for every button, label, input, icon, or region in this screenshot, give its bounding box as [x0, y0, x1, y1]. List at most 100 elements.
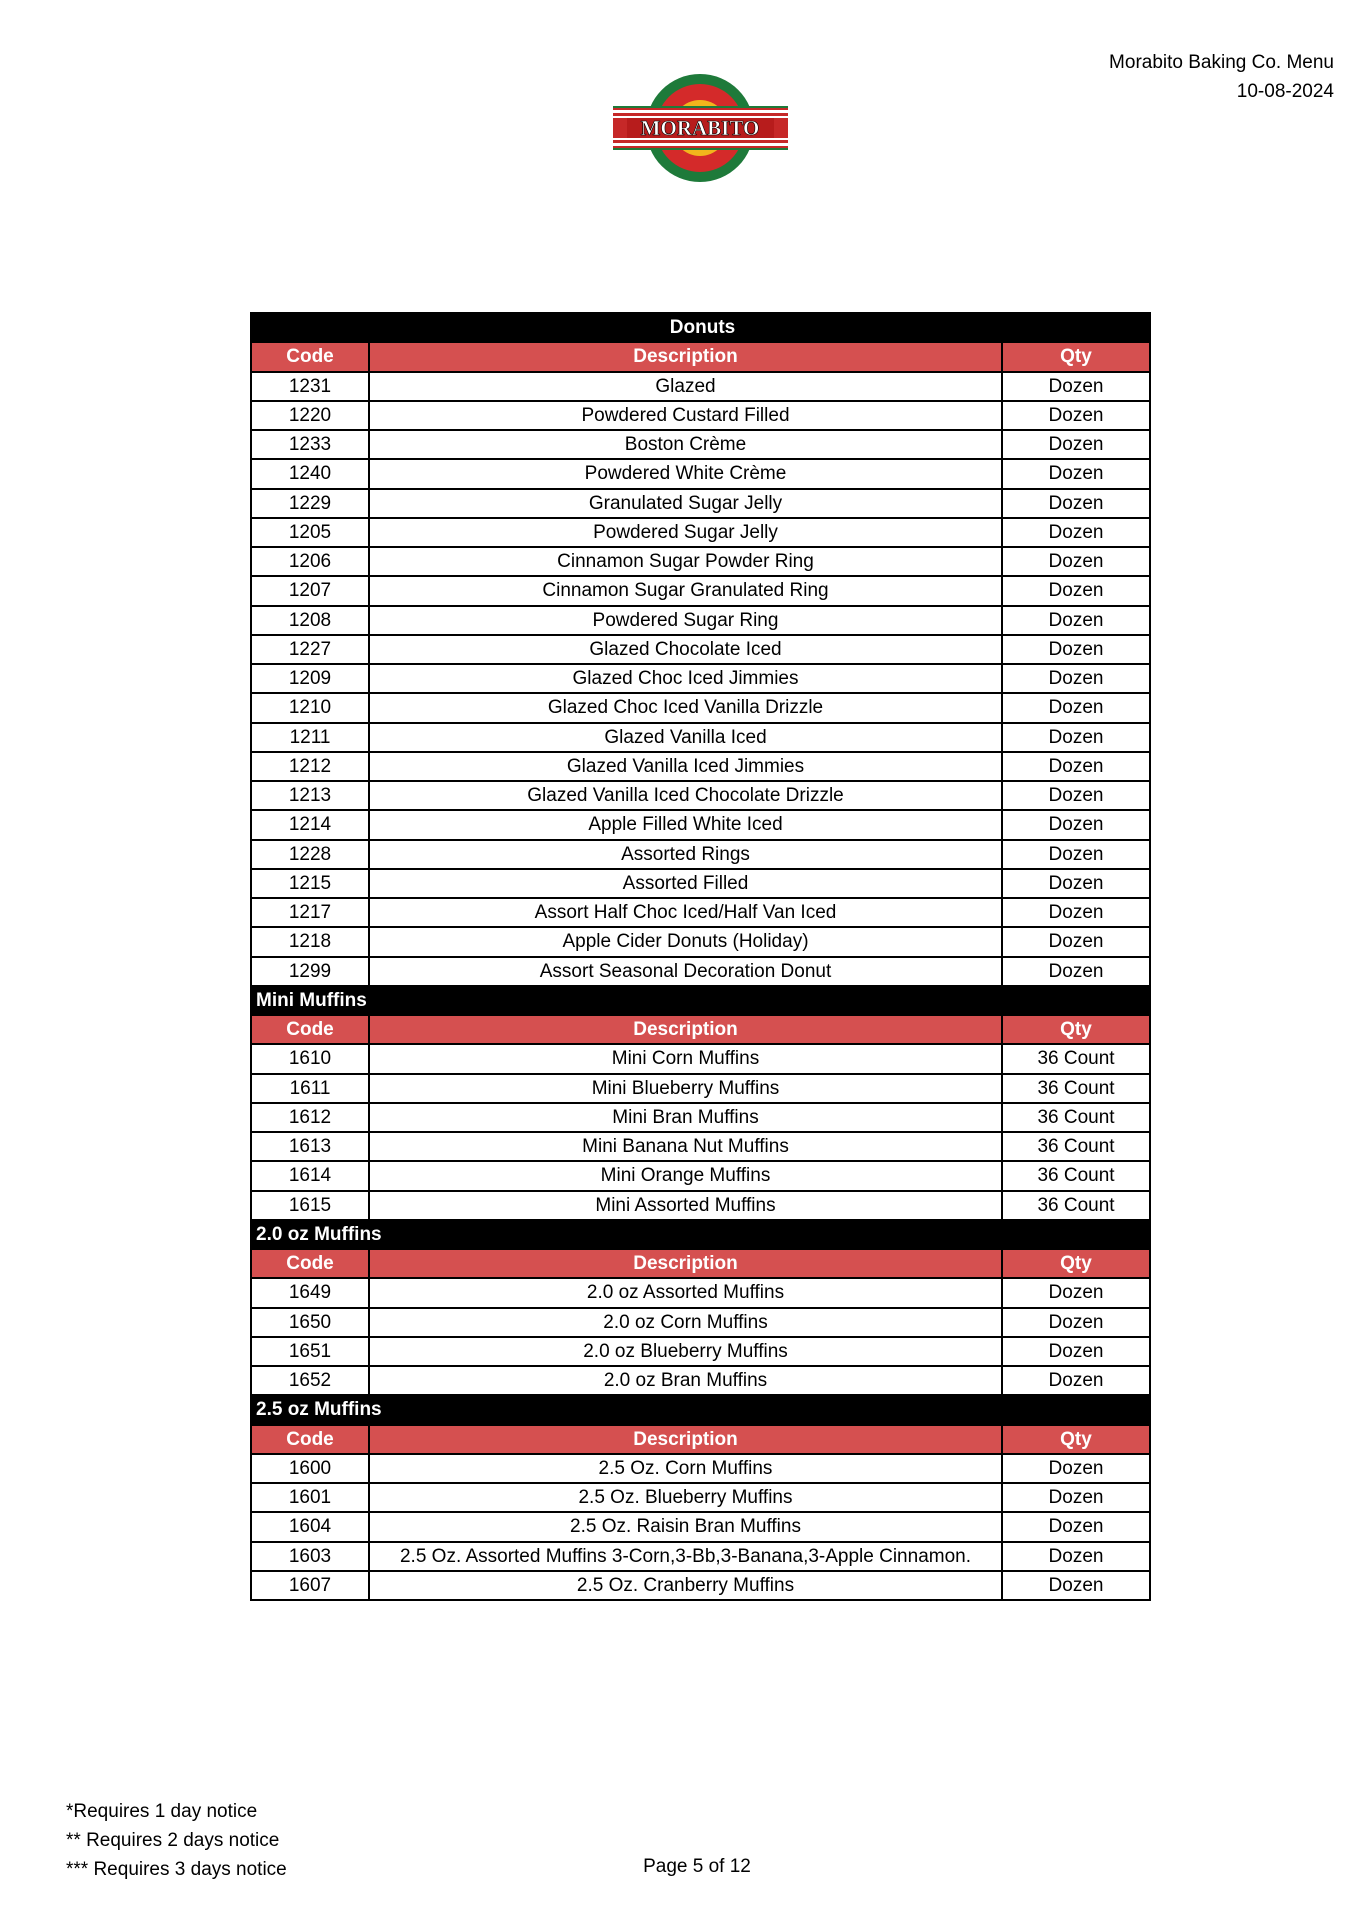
- cell-qty: Dozen: [1001, 545, 1151, 578]
- table-row: 1220 Powdered Custard Filled Dozen: [250, 399, 1151, 432]
- column-header-description: Description: [368, 341, 1003, 373]
- cell-qty: Dozen: [1001, 1569, 1151, 1602]
- cell-code: 1612: [250, 1101, 370, 1134]
- cell-code: 1211: [250, 721, 370, 753]
- cell-qty: Dozen: [1001, 955, 1151, 987]
- cell-code: 1650: [250, 1306, 370, 1338]
- cell-description: Glazed Chocolate Iced: [368, 633, 1003, 666]
- table-row: 1215 Assorted Filled Dozen: [250, 867, 1151, 900]
- column-header-qty: Qty: [1001, 1013, 1151, 1046]
- cell-code: 1218: [250, 926, 370, 958]
- cell-description: Glazed Vanilla Iced: [368, 721, 1003, 753]
- cell-code: 1299: [250, 955, 370, 987]
- footnote-2-days: ** Requires 2 days notice: [66, 1830, 280, 1851]
- table-row: 1228 Assorted Rings Dozen: [250, 838, 1151, 870]
- section-title-row: Donuts: [250, 311, 1151, 344]
- cell-qty: Dozen: [1001, 926, 1151, 958]
- table-row: 1652 2.0 oz Bran Muffins Dozen: [250, 1364, 1151, 1397]
- table-row: 1214 Apple Filled White Iced Dozen: [250, 809, 1151, 841]
- table-row: 1206 Cinnamon Sugar Powder Ring Dozen: [250, 545, 1151, 578]
- table-row: 1651 2.0 oz Blueberry Muffins Dozen: [250, 1335, 1151, 1368]
- column-header-code: Code: [250, 341, 370, 373]
- table-row: 1604 2.5 Oz. Raisin Bran Muffins Dozen: [250, 1511, 1151, 1543]
- cell-code: 1208: [250, 604, 370, 636]
- cell-description: 2.0 oz Assorted Muffins: [368, 1277, 1003, 1309]
- cell-qty: Dozen: [1001, 399, 1151, 432]
- cell-code: 1604: [250, 1511, 370, 1543]
- table-row: 1649 2.0 oz Assorted Muffins Dozen: [250, 1277, 1151, 1309]
- table-row: 1229 Granulated Sugar Jelly Dozen: [250, 487, 1151, 519]
- cell-qty: Dozen: [1001, 633, 1151, 666]
- table-row: 1240 Powdered White Crème Dozen: [250, 458, 1151, 490]
- section-title-row: Mini Muffins: [250, 984, 1151, 1017]
- cell-qty: Dozen: [1001, 458, 1151, 490]
- table-row: 1601 2.5 Oz. Blueberry Muffins Dozen: [250, 1481, 1151, 1514]
- cell-qty: Dozen: [1001, 428, 1151, 461]
- cell-description: Granulated Sugar Jelly: [368, 487, 1003, 519]
- cell-description: Powdered White Crème: [368, 458, 1003, 490]
- column-header-qty: Qty: [1001, 1423, 1151, 1455]
- column-header-description: Description: [368, 1013, 1003, 1046]
- cell-qty: 36 Count: [1001, 1130, 1151, 1163]
- cell-qty: 36 Count: [1001, 1160, 1151, 1192]
- cell-qty: Dozen: [1001, 370, 1151, 402]
- cell-qty: Dozen: [1001, 575, 1151, 607]
- cell-description: Glazed Vanilla Iced Jimmies: [368, 750, 1003, 783]
- cell-code: 1215: [250, 867, 370, 900]
- cell-description: 2.5 Oz. Blueberry Muffins: [368, 1481, 1003, 1514]
- column-header-row: Code Description Qty: [250, 1013, 1151, 1046]
- cell-code: 1228: [250, 838, 370, 870]
- cell-description: Mini Banana Nut Muffins: [368, 1130, 1003, 1163]
- cell-qty: Dozen: [1001, 1306, 1151, 1338]
- cell-qty: Dozen: [1001, 487, 1151, 519]
- cell-description: Apple Cider Donuts (Holiday): [368, 926, 1003, 958]
- cell-qty: Dozen: [1001, 516, 1151, 549]
- table-row: 1208 Powdered Sugar Ring Dozen: [250, 604, 1151, 636]
- document-date: 10-08-2024: [1236, 81, 1334, 102]
- cell-code: 1614: [250, 1160, 370, 1192]
- cell-qty: Dozen: [1001, 838, 1151, 870]
- cell-code: 1601: [250, 1481, 370, 1514]
- cell-qty: Dozen: [1001, 604, 1151, 636]
- cell-qty: Dozen: [1001, 1481, 1151, 1514]
- section-title-row: 2.0 oz Muffins: [250, 1218, 1151, 1251]
- cell-description: Glazed Choc Iced Jimmies: [368, 662, 1003, 695]
- cell-qty: 36 Count: [1001, 1043, 1151, 1075]
- column-header-row: Code Description Qty: [250, 341, 1151, 373]
- cell-description: Assorted Filled: [368, 867, 1003, 900]
- column-header-description: Description: [368, 1247, 1003, 1280]
- cell-description: Mini Blueberry Muffins: [368, 1072, 1003, 1104]
- section-title-row: 2.5 oz Muffins: [250, 1394, 1151, 1426]
- column-header-code: Code: [250, 1423, 370, 1455]
- cell-description: Powdered Sugar Jelly: [368, 516, 1003, 549]
- footnote-3-days: *** Requires 3 days notice: [66, 1859, 287, 1880]
- cell-code: 1207: [250, 575, 370, 607]
- table-row: 1607 2.5 Oz. Cranberry Muffins Dozen: [250, 1569, 1151, 1602]
- cell-code: 1212: [250, 750, 370, 783]
- cell-code: 1214: [250, 809, 370, 841]
- cell-code: 1651: [250, 1335, 370, 1368]
- section-title: Donuts: [250, 311, 1151, 344]
- cell-code: 1206: [250, 545, 370, 578]
- cell-code: 1611: [250, 1072, 370, 1104]
- cell-qty: Dozen: [1001, 750, 1151, 783]
- column-header-code: Code: [250, 1247, 370, 1280]
- table-row: 1218 Apple Cider Donuts (Holiday) Dozen: [250, 926, 1151, 958]
- table-row: 1650 2.0 oz Corn Muffins Dozen: [250, 1306, 1151, 1338]
- cell-description: Assort Half Choc Iced/Half Van Iced: [368, 896, 1003, 929]
- table-row: 1231 Glazed Dozen: [250, 370, 1151, 402]
- cell-code: 1209: [250, 662, 370, 695]
- column-header-qty: Qty: [1001, 341, 1151, 373]
- cell-description: Mini Corn Muffins: [368, 1043, 1003, 1075]
- cell-description: Assort Seasonal Decoration Donut: [368, 955, 1003, 987]
- cell-code: 1205: [250, 516, 370, 549]
- cell-qty: 36 Count: [1001, 1189, 1151, 1221]
- table-row: 1213 Glazed Vanilla Iced Chocolate Drizzl…: [250, 779, 1151, 812]
- cell-description: Mini Orange Muffins: [368, 1160, 1003, 1192]
- cell-description: 2.5 Oz. Assorted Muffins 3-Corn,3-Bb,3-B…: [368, 1540, 1003, 1572]
- cell-description: Cinnamon Sugar Powder Ring: [368, 545, 1003, 578]
- table-row: 1205 Powdered Sugar Jelly Dozen: [250, 516, 1151, 549]
- cell-qty: Dozen: [1001, 662, 1151, 695]
- cell-description: 2.5 Oz. Raisin Bran Muffins: [368, 1511, 1003, 1543]
